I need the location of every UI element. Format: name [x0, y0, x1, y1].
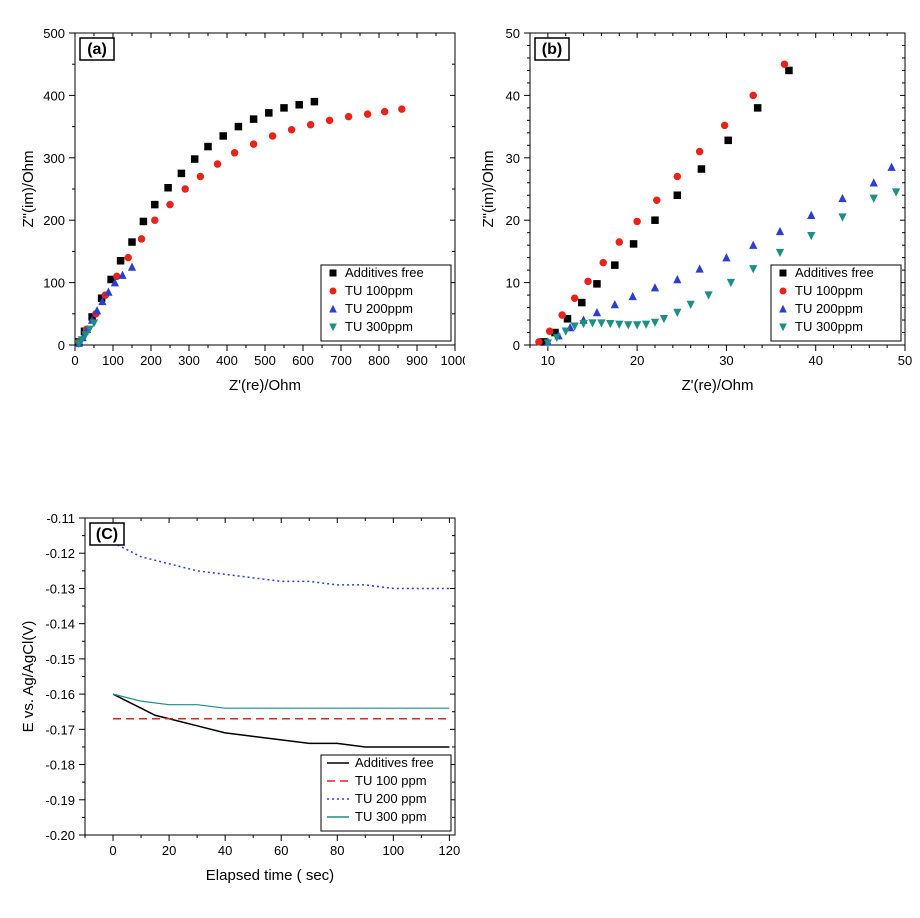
- svg-text:20: 20: [506, 213, 520, 228]
- panel-a: 0 100 200 300 400 500 600 700 800 900 1000 0 100 200 3…: [15, 15, 465, 400]
- svg-text:700: 700: [330, 353, 352, 368]
- svg-text:TU 200 ppm: TU 200 ppm: [355, 791, 427, 806]
- svg-text:50: 50: [898, 353, 912, 368]
- chart-c: 0 20 40 60 80 100 120 -0.20 -0.19 -0.18 -0.17 -0.16…: [15, 500, 465, 890]
- svg-text:400: 400: [216, 353, 238, 368]
- svg-text:-0.17: -0.17: [45, 722, 75, 737]
- svg-text:400: 400: [43, 88, 65, 103]
- svg-text:900: 900: [406, 353, 428, 368]
- svg-text:TU 300ppm: TU 300ppm: [345, 319, 413, 334]
- svg-text:Elapsed time ( sec): Elapsed time ( sec): [206, 867, 334, 884]
- svg-text:TU 100ppm: TU 100ppm: [795, 283, 863, 298]
- svg-text:500: 500: [43, 26, 65, 41]
- svg-text:0: 0: [58, 338, 65, 353]
- svg-text:-0.19: -0.19: [45, 793, 75, 808]
- svg-text:100: 100: [43, 276, 65, 291]
- chart-a: 0 100 200 300 400 500 600 700 800 900 1000 0 100 200 3…: [15, 15, 465, 400]
- svg-text:E vs. Ag/AgCl(V): E vs. Ag/AgCl(V): [20, 621, 37, 733]
- panel-b: 10 20 30 40 50 0 10 20 30 40 50 Z'(re)/Ohm Z"(im)/Oh…: [475, 15, 915, 400]
- svg-text:10: 10: [506, 276, 520, 291]
- svg-text:Z'(re)/Ohm: Z'(re)/Ohm: [681, 377, 753, 394]
- svg-text:TU 300ppm: TU 300ppm: [795, 319, 863, 334]
- svg-text:40: 40: [808, 353, 822, 368]
- svg-text:(b): (b): [542, 41, 562, 58]
- svg-text:40: 40: [218, 843, 232, 858]
- svg-text:100: 100: [382, 843, 404, 858]
- svg-text:-0.14: -0.14: [45, 617, 75, 632]
- svg-text:-0.16: -0.16: [45, 687, 75, 702]
- svg-text:0: 0: [71, 353, 78, 368]
- svg-text:Z'(re)/Ohm: Z'(re)/Ohm: [229, 377, 301, 394]
- svg-text:800: 800: [368, 353, 390, 368]
- svg-text:20: 20: [162, 843, 176, 858]
- svg-text:Z"(im)/Ohm: Z"(im)/Ohm: [20, 151, 37, 228]
- svg-text:TU 300 ppm: TU 300 ppm: [355, 809, 427, 824]
- svg-text:Z"(im)/Ohm: Z"(im)/Ohm: [480, 151, 497, 228]
- panel-c: 0 20 40 60 80 100 120 -0.20 -0.19 -0.18 -0.17 -0.16…: [15, 500, 465, 890]
- svg-text:40: 40: [506, 88, 520, 103]
- svg-text:TU 100ppm: TU 100ppm: [345, 283, 413, 298]
- svg-text:Additives free: Additives free: [345, 265, 424, 280]
- svg-text:600: 600: [292, 353, 314, 368]
- svg-text:-0.18: -0.18: [45, 758, 75, 773]
- svg-text:60: 60: [274, 843, 288, 858]
- svg-text:50: 50: [506, 26, 520, 41]
- svg-text:TU 200ppm: TU 200ppm: [345, 301, 413, 316]
- svg-text:20: 20: [630, 353, 644, 368]
- svg-text:-0.13: -0.13: [45, 581, 75, 596]
- svg-text:300: 300: [178, 353, 200, 368]
- svg-text:30: 30: [719, 353, 733, 368]
- svg-text:0: 0: [513, 338, 520, 353]
- svg-text:30: 30: [506, 151, 520, 166]
- svg-text:-0.20: -0.20: [45, 828, 75, 843]
- svg-text:300: 300: [43, 151, 65, 166]
- svg-text:Additives free: Additives free: [355, 755, 434, 770]
- chart-b: 10 20 30 40 50 0 10 20 30 40 50 Z'(re)/Ohm Z"(im)/Oh…: [475, 15, 915, 400]
- svg-text:80: 80: [330, 843, 344, 858]
- svg-text:200: 200: [140, 353, 162, 368]
- svg-text:(a): (a): [87, 41, 107, 58]
- svg-text:10: 10: [541, 353, 555, 368]
- svg-text:100: 100: [102, 353, 124, 368]
- svg-text:TU 200ppm: TU 200ppm: [795, 301, 863, 316]
- svg-text:120: 120: [439, 843, 461, 858]
- svg-text:0: 0: [109, 843, 116, 858]
- svg-text:Additives free: Additives free: [795, 265, 874, 280]
- svg-text:1000: 1000: [441, 353, 465, 368]
- svg-text:-0.12: -0.12: [45, 546, 75, 561]
- svg-text:200: 200: [43, 213, 65, 228]
- svg-text:-0.15: -0.15: [45, 652, 75, 667]
- svg-text:-0.11: -0.11: [46, 511, 75, 526]
- svg-text:(C): (C): [96, 526, 118, 543]
- svg-text:500: 500: [254, 353, 276, 368]
- svg-text:TU 100 ppm: TU 100 ppm: [355, 773, 427, 788]
